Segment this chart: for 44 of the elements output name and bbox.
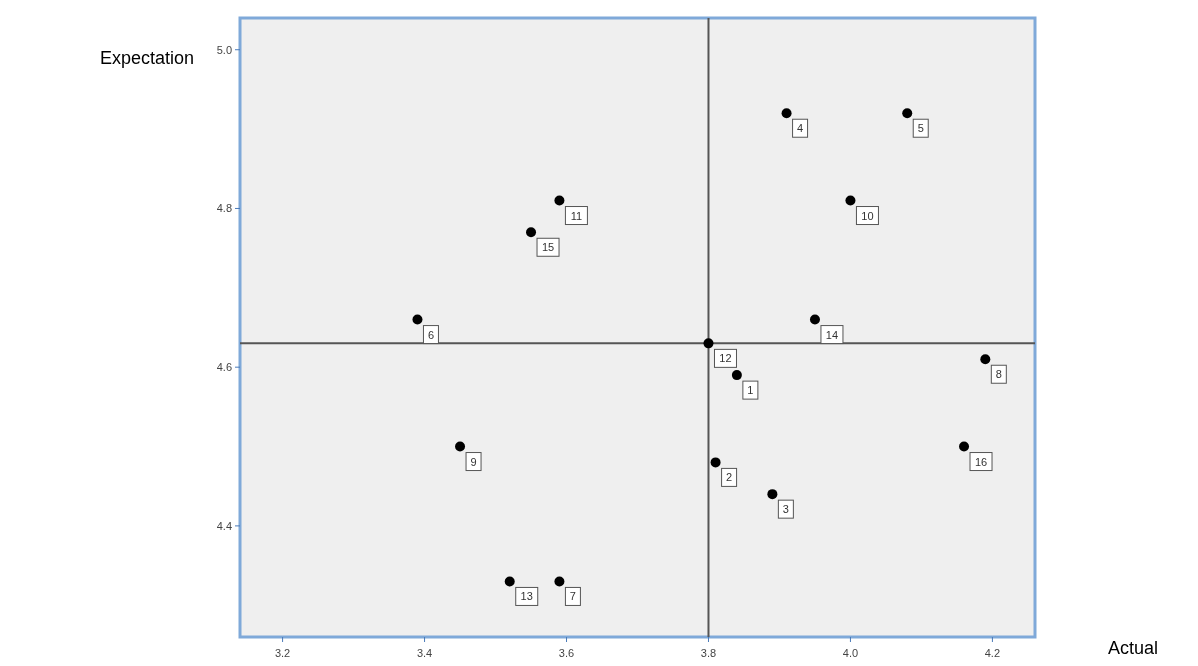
- annotation: 12: [719, 352, 732, 365]
- point: [845, 195, 856, 206]
- point: [526, 227, 537, 238]
- annotation: 11: [570, 209, 583, 222]
- annotation: 5: [917, 122, 924, 135]
- annotation: 13: [520, 590, 533, 603]
- annotation: 7: [569, 590, 576, 603]
- point: [554, 576, 565, 587]
- point: [980, 354, 991, 365]
- annotation: 4: [797, 122, 804, 135]
- annotation: 15: [541, 241, 555, 254]
- x-tick-label: 4.0: [842, 647, 859, 659]
- x-tick-label: 3.2: [274, 647, 291, 659]
- point: [504, 576, 515, 587]
- annotation: 16: [974, 455, 988, 468]
- annotation: 3: [782, 503, 789, 516]
- point: [902, 108, 913, 119]
- x-tick-label: 4.2: [984, 647, 1001, 659]
- point: [554, 195, 565, 206]
- y-tick-label: 4.6: [216, 361, 232, 374]
- point: [710, 457, 721, 468]
- annotation: 2: [726, 471, 733, 484]
- y-tick-label: 5.0: [216, 43, 232, 56]
- point: [731, 370, 742, 381]
- annotation: 8: [995, 368, 1002, 381]
- point: [959, 441, 970, 452]
- point: [703, 338, 714, 349]
- annotation: 10: [861, 209, 874, 222]
- x-axis-title: Actual: [1108, 638, 1159, 658]
- annotation: 9: [470, 455, 477, 468]
- x-tick-label: 3.4: [416, 647, 433, 659]
- x-tick-label: 3.8: [700, 647, 717, 659]
- x-tick-label: 3.6: [558, 647, 575, 659]
- annotation: 1: [747, 384, 754, 397]
- point: [809, 314, 820, 325]
- y-axis-title: Expectation: [100, 48, 195, 68]
- point: [455, 441, 466, 452]
- point: [781, 108, 792, 119]
- y-tick-label: 4.8: [216, 202, 232, 215]
- y-tick-label: 4.4: [216, 519, 232, 532]
- annotation: 6: [427, 328, 435, 341]
- point: [412, 314, 423, 325]
- point: [767, 489, 778, 500]
- annotation: 14: [825, 328, 839, 341]
